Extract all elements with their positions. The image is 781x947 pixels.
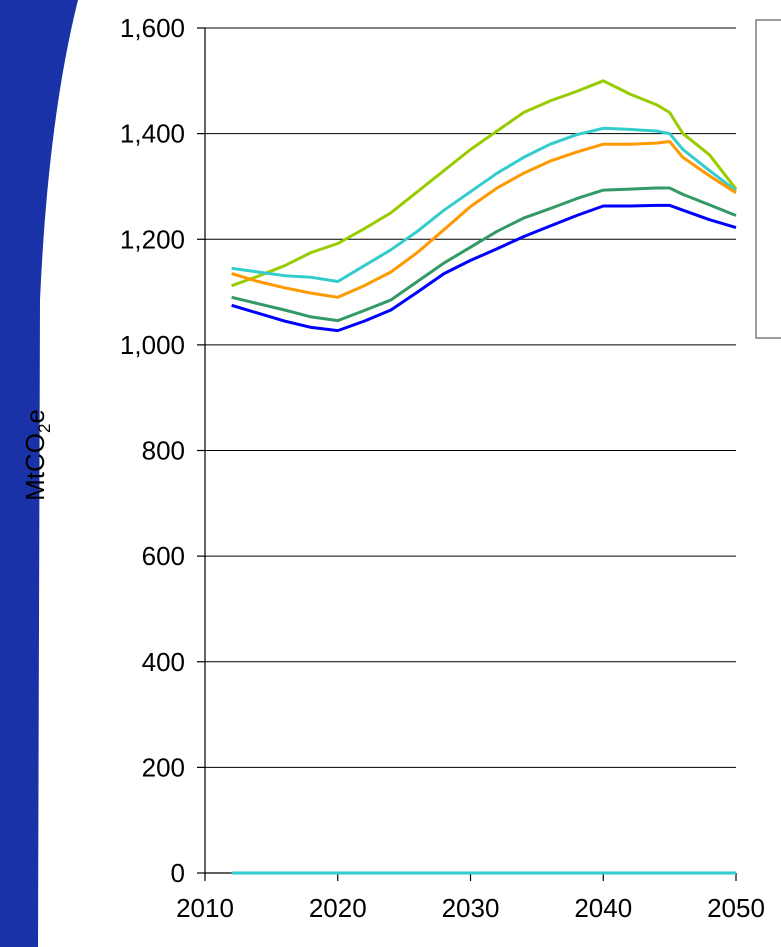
gridlines — [205, 27, 736, 768]
legend-box — [755, 19, 781, 339]
x-tick-label: 2020 — [309, 893, 367, 923]
y-tick-label: 1,000 — [120, 330, 185, 360]
series-line-1 — [231, 79, 738, 288]
x-tick-label: 2050 — [707, 893, 765, 923]
background-accent-shape — [0, 0, 78, 947]
series-line-3 — [231, 140, 737, 299]
series-line-2 — [231, 126, 737, 283]
y-tick-label: 200 — [142, 752, 185, 782]
y-tick-labels: 0 200 400 600 800 1,000 1,200 1,400 1,600 — [120, 13, 185, 888]
y-tick-label: 1,200 — [120, 224, 185, 254]
y-axis-title: MtCO2e — [20, 409, 54, 501]
x-tick-label: 2040 — [574, 893, 632, 923]
y-axis-title-suffix: e — [20, 409, 50, 423]
y-tick-label: 0 — [171, 858, 185, 888]
x-tick-labels: 2010 2020 2030 2040 2050 — [176, 893, 765, 923]
y-axis-title-subscript: 2 — [35, 424, 54, 433]
y-tick-label: 1,400 — [120, 119, 185, 149]
y-tick-label: 1,600 — [120, 13, 185, 43]
y-axis-title-main: MtCO — [20, 433, 50, 501]
series-lines — [231, 79, 738, 875]
series-line-4 — [231, 186, 737, 323]
series-line-5 — [231, 203, 737, 333]
y-tick-label: 600 — [142, 541, 185, 571]
y-tick-label: 800 — [142, 436, 185, 466]
x-tick-label: 2030 — [442, 893, 500, 923]
y-tick-label: 400 — [142, 647, 185, 677]
x-tick-label: 2010 — [176, 893, 234, 923]
